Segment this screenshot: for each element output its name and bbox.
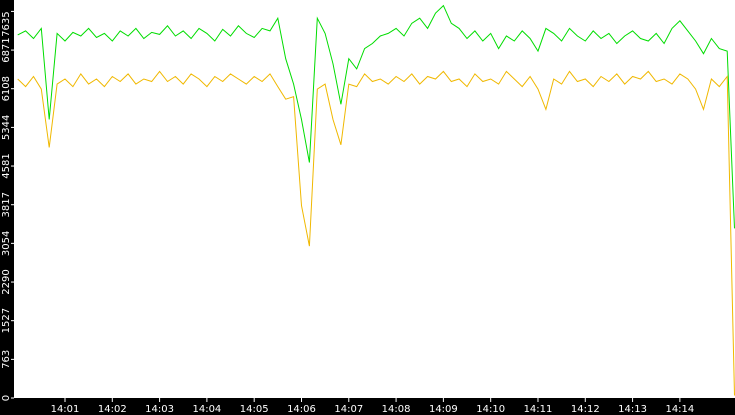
- y-tick-label: 2290: [1, 269, 12, 294]
- y-tick-label: 3817: [1, 192, 12, 217]
- y-tick-label: 1527: [1, 308, 12, 333]
- y-tick-label: 0: [1, 395, 12, 401]
- y-tick-label: 7635: [1, 11, 12, 36]
- x-tick-label: 14:11: [524, 404, 553, 415]
- x-tick-label: 14:12: [571, 404, 600, 415]
- series-line: [17, 4, 735, 229]
- x-tick-label: 14:03: [145, 404, 174, 415]
- x-tick-label: 14:09: [429, 404, 458, 415]
- x-tick-label: 14:13: [618, 404, 647, 415]
- y-tick-label: 6871: [1, 37, 12, 62]
- x-tick-label: 14:05: [240, 404, 269, 415]
- y-tick-label: 6108: [1, 76, 12, 101]
- x-tick-label: 14:02: [98, 404, 127, 415]
- y-tick-label: 3054: [1, 231, 12, 256]
- x-tick-label: 14:10: [476, 404, 505, 415]
- x-tick-label: 14:14: [665, 404, 694, 415]
- x-tick-label: 14:04: [192, 404, 221, 415]
- x-tick-label: 14:08: [382, 404, 411, 415]
- y-tick-label: 4581: [1, 153, 12, 178]
- series-line: [17, 70, 735, 396]
- x-tick-label: 14:07: [334, 404, 363, 415]
- y-axis-band: [0, 0, 14, 415]
- y-tick-label: 763: [1, 350, 12, 369]
- x-axis-band: [0, 398, 735, 415]
- x-tick-label: 14:01: [51, 404, 80, 415]
- y-tick-label: 5344: [1, 115, 12, 140]
- x-tick-label: 14:06: [287, 404, 316, 415]
